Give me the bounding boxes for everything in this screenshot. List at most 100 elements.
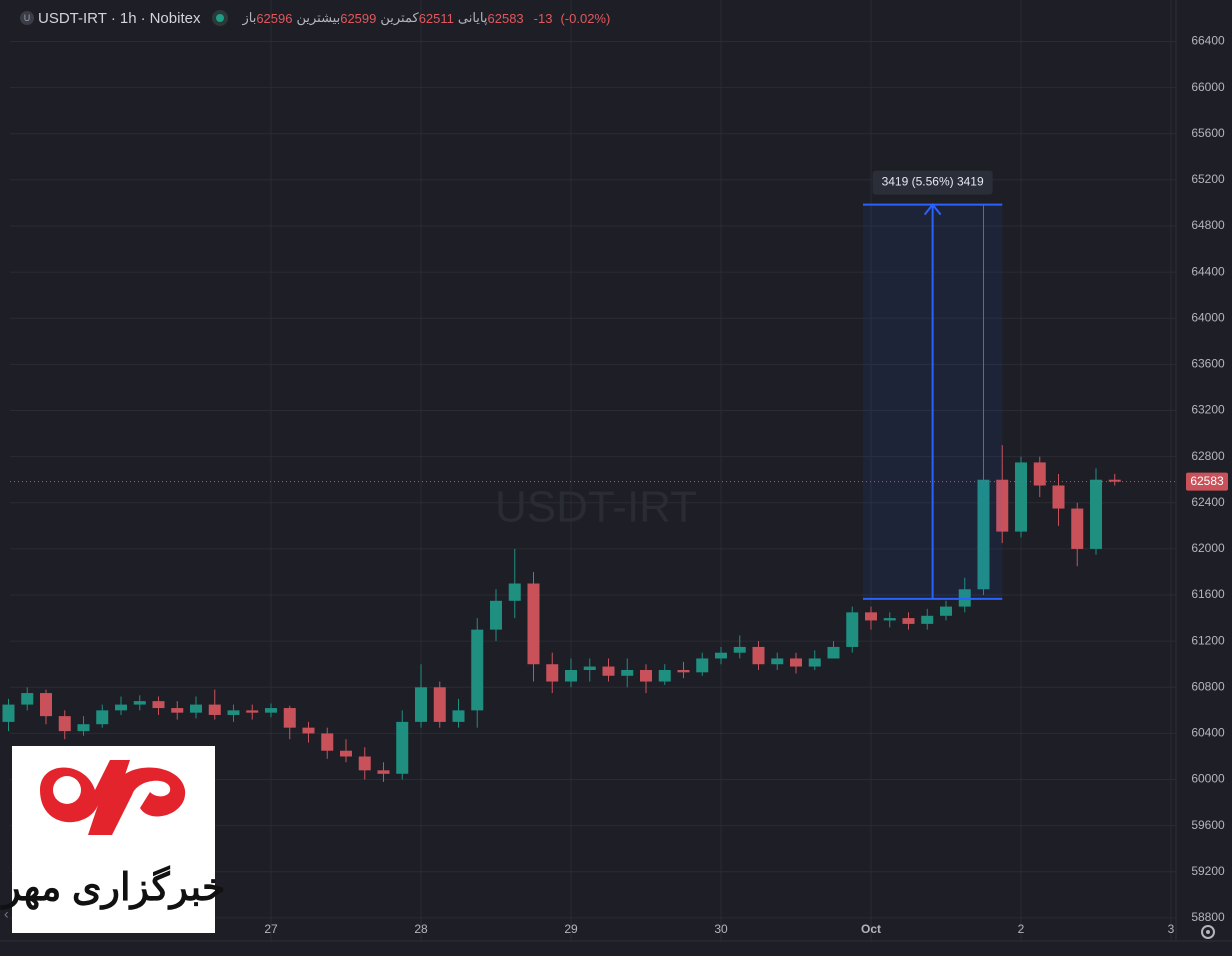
- candle-body: [546, 664, 559, 682]
- candle-body: [977, 479, 990, 590]
- last-price-badge: [1186, 472, 1228, 491]
- scroll-arrow[interactable]: ‹: [4, 906, 9, 922]
- y-tick-label: 58800: [1191, 910, 1225, 924]
- candle-body: [415, 687, 427, 722]
- candle-body: [452, 710, 465, 722]
- measure-arrowhead: [923, 202, 942, 216]
- y-tick-label: 60000: [1191, 772, 1225, 786]
- candle-body: [1033, 462, 1046, 486]
- candle-body: [115, 704, 127, 711]
- y-tick-label: 59200: [1191, 864, 1225, 878]
- status-dot: [212, 10, 229, 26]
- x-tick-label: 28: [414, 922, 428, 936]
- candle-body: [152, 701, 165, 709]
- candle-body: [265, 708, 277, 713]
- candle-body: [490, 600, 502, 630]
- y-tick-label: 63600: [1191, 357, 1225, 371]
- candle-body: [58, 716, 71, 732]
- x-tick-label: 2: [1018, 922, 1025, 936]
- candle-body: [602, 666, 615, 676]
- settings-ring: [1201, 925, 1215, 939]
- last-price-label: 62583: [1190, 474, 1224, 488]
- candle-body: [1015, 462, 1027, 532]
- candle-body: [340, 750, 352, 757]
- candle-body: [1071, 508, 1084, 549]
- candle-body: [565, 670, 577, 682]
- candle-body: [921, 615, 934, 624]
- candle-body: [677, 670, 690, 673]
- candle-body: [846, 612, 859, 647]
- candle-body: [96, 710, 109, 725]
- exchange: Nobitex: [149, 9, 201, 27]
- candle-body: [208, 704, 221, 715]
- candle-body: [171, 708, 184, 713]
- candle-body: [358, 756, 371, 771]
- candle-body: [733, 646, 746, 653]
- y-tick-label: 64000: [1191, 310, 1225, 324]
- candle-body: [940, 606, 952, 616]
- settings-icon[interactable]: [1201, 925, 1215, 939]
- high-value: 62599: [340, 10, 377, 26]
- close-label: پایانی: [457, 10, 488, 25]
- low-label: کمترین: [380, 10, 419, 25]
- x-tick-label: 27: [264, 922, 278, 936]
- logo-shape: [53, 776, 81, 804]
- y-tick-label: 63200: [1191, 403, 1225, 417]
- y-tick-label: 66400: [1191, 34, 1225, 48]
- legend-header: U USDT-IRT · 1h · Nobitex باز 62596 بیشت…: [20, 8, 614, 28]
- change-percent: (-0.02%): [560, 10, 611, 26]
- separator: ·: [140, 9, 146, 27]
- candle-body: [227, 710, 240, 715]
- measure-label-box: [872, 170, 993, 195]
- y-tick-label: 59600: [1191, 818, 1225, 832]
- candle-body: [621, 670, 634, 676]
- y-tick-label: 60400: [1191, 726, 1225, 740]
- candle-body: [21, 693, 34, 705]
- logo-shape: [95, 767, 186, 835]
- candle-body: [715, 652, 727, 659]
- candle-body: [771, 658, 784, 665]
- y-tick-label: 62400: [1191, 495, 1225, 509]
- x-tick-label: 3: [1168, 922, 1175, 936]
- candle-body: [1108, 479, 1121, 482]
- candle-body: [696, 658, 709, 673]
- close-value: 62583: [487, 10, 524, 26]
- logo: خبرگزاری مهر: [0, 746, 226, 933]
- high-label: بیشترین: [296, 10, 341, 25]
- y-tick-label: 62000: [1191, 541, 1225, 555]
- candle-body: [883, 618, 896, 621]
- overlay: 3419 (5.56%) 3419: [10, 170, 1176, 600]
- candle-body: [133, 701, 146, 705]
- logo-text: خبرگزاری مهر: [0, 865, 226, 910]
- change-value: -13: [533, 10, 553, 26]
- x-tick-label: 30: [714, 922, 728, 936]
- open-label: باز: [242, 10, 257, 25]
- candle-body: [790, 658, 802, 667]
- candle-body: [377, 770, 390, 774]
- y-tick-label: 65600: [1191, 126, 1225, 140]
- settings-center: [1206, 930, 1210, 934]
- watermark: USDT-IRT: [495, 483, 697, 532]
- candle-body: [752, 646, 765, 665]
- candles: [2, 204, 1121, 782]
- candle-body: [246, 710, 259, 713]
- candle-body: [808, 658, 821, 667]
- x-tick-label: Oct: [861, 922, 881, 936]
- candle-body: [302, 727, 315, 734]
- y-tick-label: 60800: [1191, 679, 1225, 693]
- symbol-icon: U: [20, 11, 34, 25]
- candle-body: [2, 704, 15, 722]
- candle-body: [527, 583, 540, 665]
- measure-label: 3419 (5.56%) 3419: [882, 175, 984, 189]
- interval[interactable]: 1h: [119, 9, 137, 27]
- axes: 58800 59200 59600 60000 60400 60800 61200 61600…: [264, 34, 1228, 936]
- x-tick-label: 29: [564, 922, 578, 936]
- candle-body: [40, 693, 52, 717]
- y-tick-label: 65200: [1191, 172, 1225, 186]
- candle-body: [77, 724, 90, 732]
- candle-body: [190, 704, 202, 713]
- candle-body: [471, 629, 484, 711]
- y-tick-label: 66000: [1191, 80, 1225, 94]
- candle-body: [827, 646, 840, 659]
